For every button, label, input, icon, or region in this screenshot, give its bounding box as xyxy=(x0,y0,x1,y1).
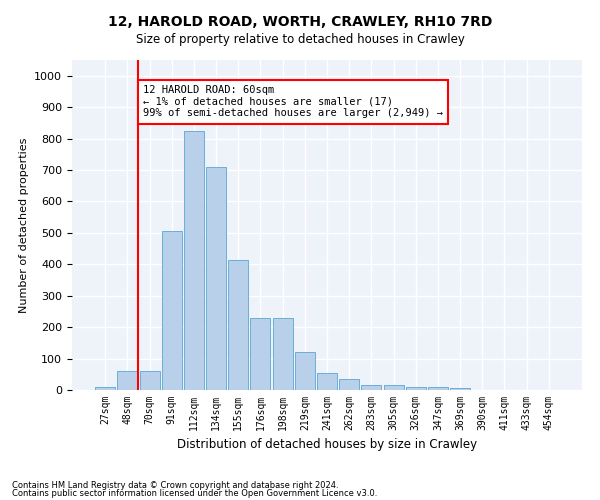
Text: Size of property relative to detached houses in Crawley: Size of property relative to detached ho… xyxy=(136,32,464,46)
Bar xyxy=(206,167,226,390)
X-axis label: Distribution of detached houses by size in Crawley: Distribution of detached houses by size … xyxy=(177,438,477,452)
Text: Contains public sector information licensed under the Open Government Licence v3: Contains public sector information licen… xyxy=(12,489,377,498)
Bar xyxy=(140,371,160,390)
Bar xyxy=(450,388,470,390)
Text: 12, HAROLD ROAD, WORTH, CRAWLEY, RH10 7RD: 12, HAROLD ROAD, WORTH, CRAWLEY, RH10 7R… xyxy=(108,15,492,29)
Bar xyxy=(118,371,137,390)
Bar xyxy=(250,318,271,390)
Bar xyxy=(184,130,204,390)
Bar xyxy=(406,387,426,390)
Text: Contains HM Land Registry data © Crown copyright and database right 2024.: Contains HM Land Registry data © Crown c… xyxy=(12,480,338,490)
Bar xyxy=(339,379,359,390)
Text: 12 HAROLD ROAD: 60sqm
← 1% of detached houses are smaller (17)
99% of semi-detac: 12 HAROLD ROAD: 60sqm ← 1% of detached h… xyxy=(143,85,443,118)
Bar xyxy=(272,318,293,390)
Bar xyxy=(361,386,382,390)
Bar xyxy=(428,387,448,390)
Bar xyxy=(95,388,115,390)
Y-axis label: Number of detached properties: Number of detached properties xyxy=(19,138,29,312)
Bar xyxy=(383,386,404,390)
Bar xyxy=(295,352,315,390)
Bar xyxy=(228,260,248,390)
Bar xyxy=(317,372,337,390)
Bar xyxy=(162,232,182,390)
